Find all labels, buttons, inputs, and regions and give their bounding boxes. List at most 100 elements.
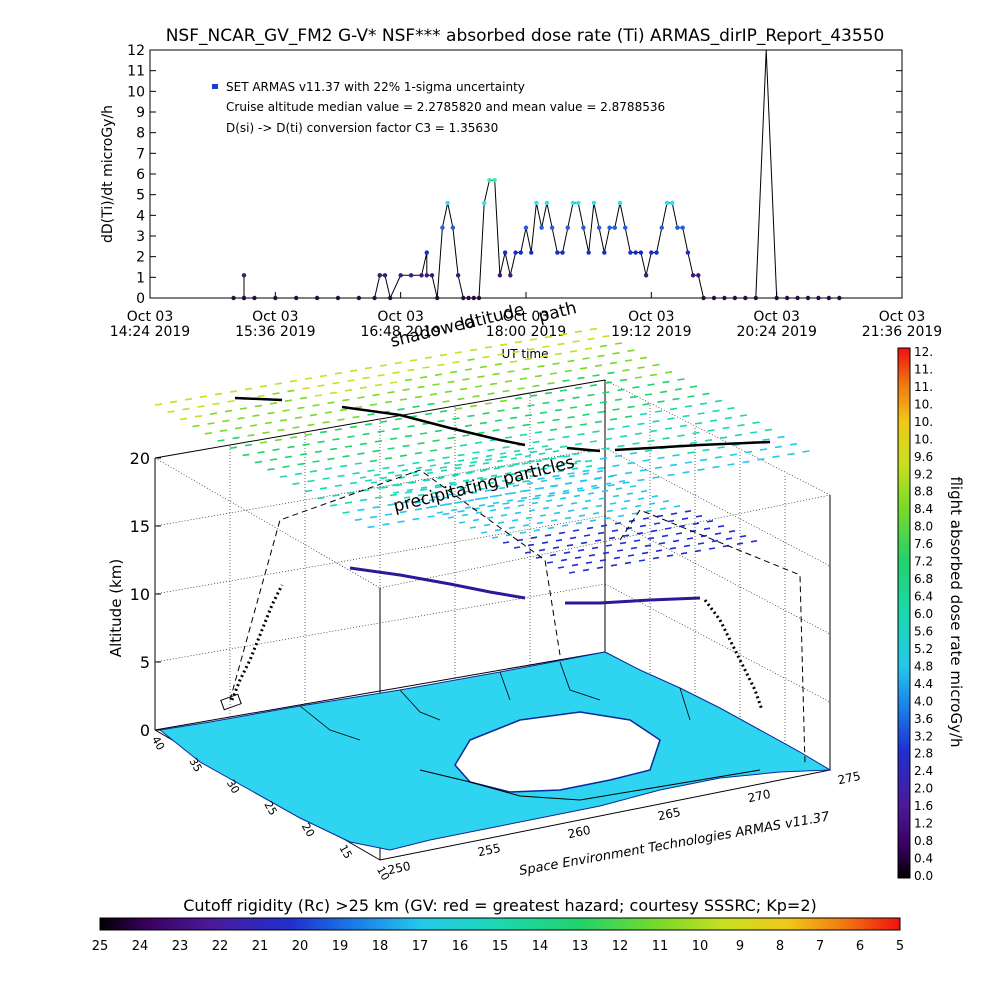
dose-rate-dash	[324, 411, 333, 414]
dose-colorbar-tick-label: 3.6	[914, 712, 933, 726]
rigidity-colorbar-tick-label: 24	[132, 939, 149, 954]
dose-rate-dash	[517, 387, 525, 390]
dose-rate-dash	[239, 407, 248, 410]
dose-rate-dash	[314, 394, 323, 397]
dose-rate-dash	[641, 551, 649, 555]
dose-rate-dash	[714, 399, 723, 403]
dose-rate-dash	[566, 544, 574, 547]
dose-rate-dash	[309, 413, 318, 417]
dose-rate-dash	[709, 419, 718, 422]
dose-rate-dash	[574, 330, 583, 333]
dose-rate-dash	[419, 432, 428, 435]
dose-rate-dash	[409, 471, 418, 474]
dose-rate-dash	[777, 435, 785, 439]
dose-rate-dash	[573, 494, 581, 498]
dose-rate-point	[565, 225, 570, 230]
dose-colorbar-tick-label: 7.6	[914, 537, 933, 551]
longitude-tick-label: 255	[477, 841, 502, 859]
dose-rate-dash	[454, 463, 463, 467]
dose-rate-dash	[442, 496, 450, 499]
rigidity-colorbar-tick-label: 12	[612, 939, 629, 954]
dose-rate-dash	[417, 385, 425, 389]
x-tick-label-time: 16:48 2019	[360, 324, 440, 340]
dose-rate-dash	[682, 414, 690, 418]
dose-rate-point	[560, 250, 565, 255]
dose-rate-dash	[510, 457, 518, 460]
dose-rate-dash	[629, 485, 637, 488]
dose-rate-dash	[717, 525, 725, 528]
dose-rate-dash	[494, 528, 502, 532]
dose-rate-dash	[244, 443, 253, 447]
dose-rate-point	[596, 225, 602, 230]
dose-rate-dash	[612, 408, 620, 411]
dose-rate-dash	[750, 540, 758, 543]
dose-rate-dash	[787, 452, 795, 456]
dose-rate-dash	[302, 387, 310, 390]
dose-rate-point	[513, 250, 518, 255]
dose-rate-dash	[692, 522, 700, 525]
dose-rate-dash	[524, 454, 532, 458]
dose-rate-dash	[542, 401, 550, 405]
dose-rate-dash	[437, 476, 445, 480]
dose-rate-dash	[561, 524, 569, 527]
dose-rate-dash	[414, 451, 423, 455]
dose-rate-point	[659, 225, 664, 230]
dose-rate-dash	[381, 486, 389, 489]
dose-rate-dash	[347, 435, 355, 438]
dose-rate-dash	[568, 571, 576, 574]
dose-rate-dash	[234, 426, 243, 430]
dose-rate-dash	[489, 495, 498, 498]
dose-rate-dash	[429, 464, 437, 467]
dose-rate-dash	[477, 431, 485, 435]
dose-rate-dash	[499, 399, 508, 403]
dose-rate-dash	[639, 469, 648, 472]
dose-rate-point	[555, 250, 560, 255]
dose-rate-dash	[680, 552, 688, 555]
dose-rate-dash	[484, 346, 493, 349]
dose-rate-dash	[452, 417, 460, 420]
dose-rate-point	[461, 295, 466, 301]
dose-rate-dash	[292, 426, 300, 429]
dose-rate-dash	[595, 504, 603, 508]
flight-path-ground-track	[229, 469, 561, 701]
dose-rate-dash	[444, 390, 453, 393]
dose-rate-dash	[429, 449, 438, 452]
dose-rate-dash	[457, 459, 465, 462]
dose-rate-dash	[579, 479, 587, 483]
legend-series-label: SET ARMAS v11.37 with 22% 1-sigma uncert…	[226, 80, 525, 94]
dose-rate-dash	[498, 486, 506, 490]
dose-rate-dash	[364, 366, 373, 370]
dose-rate-dash	[647, 383, 655, 386]
dose-rate-dash	[454, 407, 463, 410]
dose-rate-dash	[154, 403, 163, 406]
dose-rate-dash	[603, 517, 611, 520]
dose-rate-point	[372, 295, 377, 301]
dose-rate-dash	[394, 474, 403, 477]
dose-rate-dash	[599, 559, 607, 562]
dose-rate-dash	[374, 496, 383, 499]
dose-rate-dash	[575, 521, 583, 525]
gulf-water	[454, 711, 661, 793]
dose-rate-dash	[655, 549, 663, 552]
dose-colorbar-tick-label: 10.	[914, 432, 933, 446]
dose-rate-dash	[497, 521, 505, 524]
dose-rate-dash	[607, 371, 615, 375]
dose-rate-dash	[397, 520, 405, 523]
dose-rate-point	[586, 250, 591, 255]
dose-rate-dash	[354, 406, 363, 409]
x-tick-label-date: Oct 03	[252, 309, 298, 325]
dose-rate-dash	[481, 496, 489, 500]
dose-rate-dash	[592, 374, 600, 377]
dose-rate-dash	[599, 401, 608, 404]
dose-rate-dash	[279, 419, 288, 422]
dose-rate-dash	[642, 403, 650, 406]
dose-rate-dash	[589, 440, 598, 443]
dose-rate-dash	[367, 413, 375, 416]
dose-rate-dash	[297, 406, 305, 410]
dose-rate-dash	[472, 395, 480, 398]
dose-rate-dash	[534, 494, 542, 497]
dose-rate-point	[617, 200, 623, 206]
dose-rate-dash	[274, 382, 283, 385]
state-borders	[299, 661, 691, 741]
dose-rate-dash	[615, 487, 623, 490]
